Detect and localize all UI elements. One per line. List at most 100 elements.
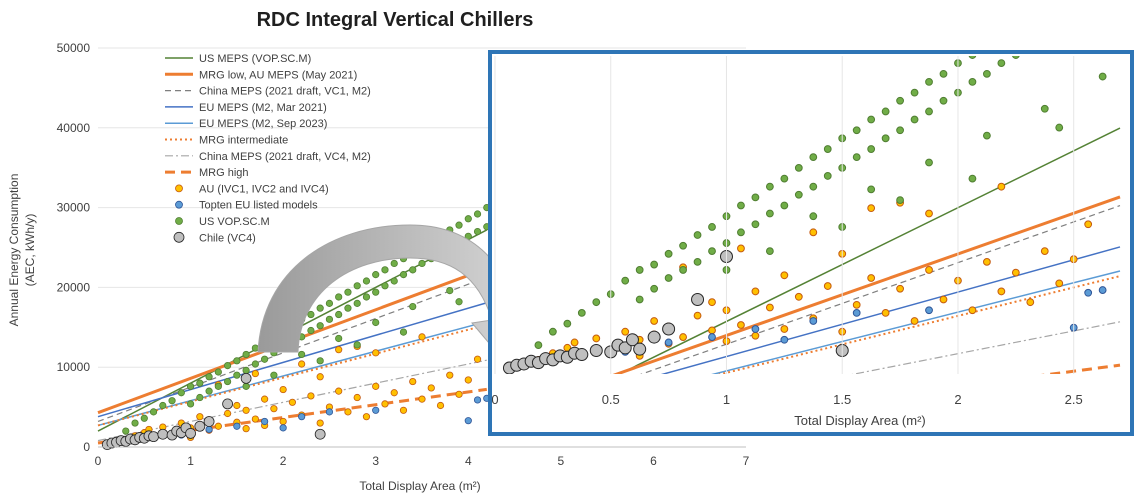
data-point <box>455 221 463 229</box>
legend-label: US MEPS (VOP.SC.M) <box>199 53 311 65</box>
inset-data-point <box>852 309 861 317</box>
data-point <box>214 422 222 430</box>
inset-data-point <box>867 204 876 213</box>
inset-data-point <box>794 292 803 301</box>
data-point <box>205 373 213 381</box>
data-point <box>279 385 287 394</box>
inset-data-point <box>534 341 543 350</box>
inset-data-point <box>708 247 716 256</box>
data-point <box>381 266 389 274</box>
inset-data-point <box>809 228 818 237</box>
data-point <box>251 360 259 368</box>
data-point <box>446 286 454 295</box>
inset-data-point <box>852 300 861 309</box>
inset-data-point <box>1084 288 1093 297</box>
inset-data-point <box>1098 72 1107 81</box>
inset-data-point <box>1011 268 1020 277</box>
data-point <box>233 371 241 379</box>
inset-data-point <box>1099 0 1106 5</box>
legend-label: Chile (VC4) <box>199 232 256 244</box>
inset-data-point <box>621 327 630 336</box>
inset-data-point <box>1055 279 1064 288</box>
inset-data-point <box>896 126 904 135</box>
data-point <box>473 210 482 218</box>
inset-data-point <box>910 317 919 325</box>
data-point <box>390 389 398 397</box>
inset-data-point <box>1012 56 1020 59</box>
inset-data-point <box>693 231 702 239</box>
inset-data-point <box>693 257 702 266</box>
data-point <box>436 401 445 410</box>
inset-data-point <box>635 295 644 304</box>
inset-data-point <box>592 298 601 307</box>
data-point <box>196 413 204 421</box>
legend-label: EU MEPS (M2, Sep 2023) <box>199 118 327 130</box>
inset-data-point <box>1040 247 1049 256</box>
inset-data-point <box>691 292 705 306</box>
inset-data-point <box>635 266 644 274</box>
x-tick-label: 1 <box>187 454 194 468</box>
legend-marker-swatch <box>175 217 183 225</box>
data-point <box>242 406 250 414</box>
inset-data-point <box>939 96 948 105</box>
inset-data-point <box>881 309 890 317</box>
inset-data-point <box>1041 33 1048 40</box>
inset-data-point <box>751 325 760 333</box>
inset-series-line <box>851 321 1121 374</box>
inset-data-point <box>823 282 832 290</box>
inset-data-point <box>625 333 639 347</box>
data-point <box>186 400 195 408</box>
data-point <box>196 379 204 387</box>
inset-x-tick-label: 2.5 <box>1065 392 1083 407</box>
inset-data-point <box>896 96 904 105</box>
data-point <box>122 427 130 435</box>
inset-data-point <box>563 319 572 328</box>
data-point <box>344 408 352 416</box>
inset-data-point <box>823 172 832 180</box>
data-point <box>381 400 389 408</box>
inset-data-point <box>664 249 673 258</box>
inset-data-point <box>664 274 673 282</box>
inset-x-tick-label: 0 <box>491 392 498 407</box>
inset-data-point <box>650 284 659 293</box>
inset-data-point <box>910 88 919 97</box>
inset-data-point <box>867 115 876 124</box>
data-point <box>362 413 371 421</box>
inset-series-line <box>612 195 1121 374</box>
data-point <box>427 384 435 392</box>
inset-x-tick-label: 2 <box>954 392 961 407</box>
data-point <box>288 398 296 406</box>
inset-series-line <box>711 270 1121 374</box>
inset-data-point <box>1055 123 1064 132</box>
inset-data-point <box>852 126 861 135</box>
inset-data-point <box>664 338 673 347</box>
data-point <box>316 373 324 381</box>
inset-data-point <box>751 193 760 202</box>
data-point <box>353 282 361 290</box>
data-point <box>372 382 380 390</box>
x-tick-label: 5 <box>558 454 565 468</box>
inset-data-point <box>809 212 818 221</box>
data-point <box>335 310 343 319</box>
inset-data-point <box>998 33 1005 40</box>
data-point <box>335 346 343 354</box>
inset-x-axis-label: Total Display Area (m²) <box>794 413 925 428</box>
inset-data-point <box>737 321 745 329</box>
legend-label: MRG intermediate <box>199 135 288 147</box>
data-point <box>362 277 371 285</box>
inset-data-point <box>896 284 904 293</box>
data-point <box>399 328 408 336</box>
x-tick-label: 2 <box>280 454 287 468</box>
y-tick-label: 10000 <box>57 360 91 374</box>
main-plot: 0 1 2 3 4 5 6 7 0 10000 20000 30000 40000 50000 <box>57 41 750 468</box>
data-point <box>279 424 287 432</box>
data-point <box>353 299 361 307</box>
series-line <box>97 276 488 423</box>
y-tick-label: 40000 <box>57 121 91 135</box>
data-point <box>372 288 380 296</box>
series-line <box>97 302 488 418</box>
x-axis-label: Total Display Area (m²) <box>359 479 480 493</box>
data-point <box>205 387 213 395</box>
inset-data-point <box>570 338 579 347</box>
inset-data-point <box>968 56 977 59</box>
